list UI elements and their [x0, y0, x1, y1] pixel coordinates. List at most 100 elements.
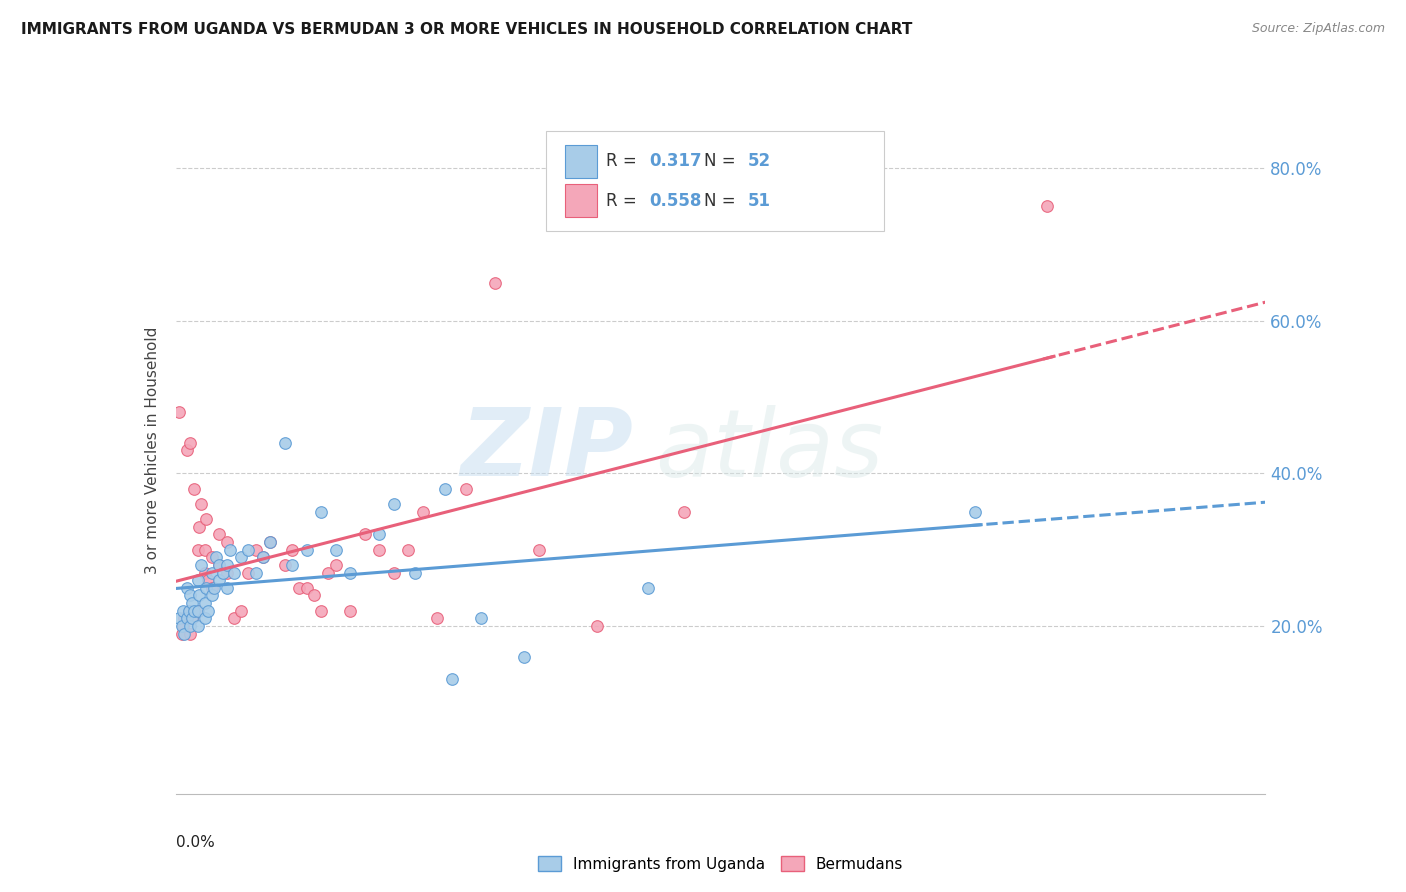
- Point: [252, 550, 274, 565]
- Point: [194, 611, 217, 625]
- Point: [368, 527, 391, 541]
- Point: [339, 566, 361, 580]
- Point: [302, 589, 325, 603]
- Point: [309, 604, 332, 618]
- Point: [309, 504, 332, 518]
- Text: ZIP: ZIP: [461, 404, 633, 497]
- Text: N =: N =: [704, 192, 741, 211]
- Point: [586, 619, 609, 633]
- Point: [231, 604, 253, 618]
- Point: [470, 611, 492, 625]
- Point: [281, 542, 304, 557]
- Point: [215, 566, 238, 580]
- Text: N =: N =: [704, 153, 741, 170]
- Point: [179, 589, 201, 603]
- Point: [208, 573, 231, 587]
- Point: [169, 611, 191, 625]
- Point: [456, 482, 478, 496]
- Point: [195, 581, 218, 595]
- Text: 0.0%: 0.0%: [176, 835, 215, 850]
- Point: [673, 504, 696, 518]
- Point: [405, 566, 427, 580]
- Point: [170, 619, 193, 633]
- Point: [238, 566, 260, 580]
- Text: 51: 51: [748, 192, 770, 211]
- Point: [222, 566, 245, 580]
- Point: [318, 566, 340, 580]
- Y-axis label: 3 or more Vehicles in Household: 3 or more Vehicles in Household: [145, 326, 160, 574]
- Text: 0.317: 0.317: [650, 153, 703, 170]
- Point: [176, 443, 198, 458]
- Point: [440, 673, 463, 687]
- Point: [177, 604, 200, 618]
- Point: [179, 626, 201, 640]
- Point: [177, 604, 200, 618]
- Text: Source: ZipAtlas.com: Source: ZipAtlas.com: [1251, 22, 1385, 36]
- Point: [176, 611, 198, 625]
- Point: [194, 542, 217, 557]
- Point: [637, 581, 659, 595]
- Point: [274, 558, 297, 572]
- Point: [186, 619, 209, 633]
- Point: [231, 550, 253, 565]
- Point: [190, 497, 212, 511]
- Point: [197, 573, 219, 587]
- Point: [195, 512, 218, 526]
- Point: [215, 535, 238, 549]
- Point: [295, 581, 318, 595]
- Point: [188, 520, 211, 534]
- Point: [325, 558, 347, 572]
- Text: IMMIGRANTS FROM UGANDA VS BERMUDAN 3 OR MORE VEHICLES IN HOUSEHOLD CORRELATION C: IMMIGRANTS FROM UGANDA VS BERMUDAN 3 OR …: [21, 22, 912, 37]
- Point: [176, 581, 198, 595]
- Point: [172, 619, 194, 633]
- Point: [170, 626, 193, 640]
- Point: [281, 558, 304, 572]
- Point: [180, 611, 202, 625]
- Point: [963, 504, 986, 518]
- Point: [194, 596, 217, 610]
- Point: [169, 405, 191, 419]
- FancyBboxPatch shape: [546, 131, 884, 231]
- Point: [339, 604, 361, 618]
- Point: [252, 550, 274, 565]
- Point: [190, 558, 212, 572]
- Point: [259, 535, 281, 549]
- Point: [412, 504, 434, 518]
- Point: [219, 542, 242, 557]
- Point: [201, 581, 224, 595]
- Text: R =: R =: [606, 153, 643, 170]
- Point: [382, 566, 405, 580]
- Point: [513, 649, 536, 664]
- Point: [212, 566, 235, 580]
- Point: [245, 566, 267, 580]
- Point: [238, 542, 260, 557]
- Point: [173, 626, 195, 640]
- Point: [183, 482, 205, 496]
- Point: [186, 604, 209, 618]
- Text: 52: 52: [748, 153, 770, 170]
- Text: R =: R =: [606, 192, 643, 211]
- Point: [325, 542, 347, 557]
- Point: [201, 589, 224, 603]
- Point: [208, 558, 231, 572]
- Point: [186, 604, 209, 618]
- Point: [188, 589, 211, 603]
- Point: [382, 497, 405, 511]
- Point: [186, 542, 209, 557]
- Point: [1036, 199, 1059, 213]
- Point: [208, 527, 231, 541]
- Legend: Immigrants from Uganda, Bermudans: Immigrants from Uganda, Bermudans: [531, 849, 910, 878]
- Point: [295, 542, 318, 557]
- Point: [245, 542, 267, 557]
- Point: [215, 581, 238, 595]
- Point: [484, 276, 506, 290]
- Point: [180, 611, 202, 625]
- Point: [527, 542, 550, 557]
- Point: [173, 611, 195, 625]
- Text: 0.558: 0.558: [650, 192, 702, 211]
- Point: [215, 558, 238, 572]
- Point: [353, 527, 375, 541]
- Point: [288, 581, 311, 595]
- Point: [180, 596, 202, 610]
- Text: atlas: atlas: [655, 405, 883, 496]
